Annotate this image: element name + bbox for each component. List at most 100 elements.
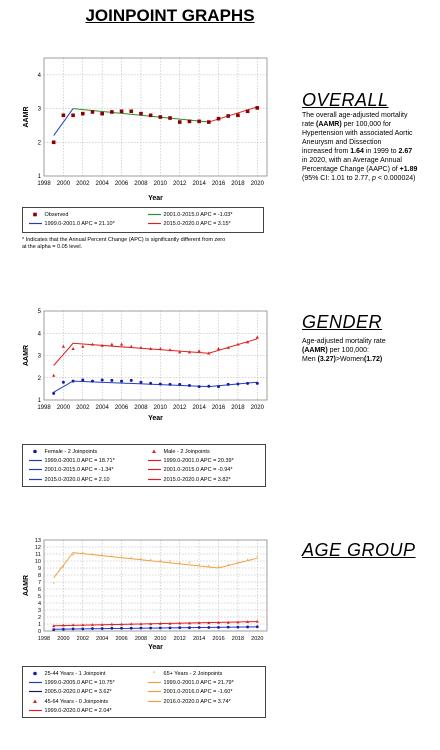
legend-label: 1999.0-2001.0 APC = 20.39* [162, 458, 234, 465]
legend-label: 1999.0-2001.0 APC = 21.79* [162, 680, 234, 687]
x-axis-label: Year [148, 195, 163, 202]
data-point [110, 342, 114, 346]
legend-label: 2015.0-2020.0 APC = 2.10 [43, 476, 110, 483]
legend-label: 65+ Years - 2 Joinpoints [162, 670, 223, 677]
legend-swatch [33, 671, 37, 676]
data-point: * [121, 554, 123, 560]
description-text: (95% CI: 1.01 to 2.77, [302, 175, 373, 182]
data-point [61, 380, 65, 384]
data-point [52, 624, 56, 628]
x-tick-label: 2008 [134, 405, 148, 411]
legend-label: 25-44 Years - 1 Joinpoint [43, 670, 106, 677]
data-point: * [62, 566, 64, 572]
x-tick-label: 2002 [76, 181, 90, 187]
overall-heading: OVERALL [302, 90, 389, 110]
data-point [110, 378, 114, 382]
data-point [110, 110, 114, 114]
x-tick-label: 2016 [212, 181, 226, 187]
data-point [90, 379, 94, 383]
description-line: (95% CI: 1.01 to 2.77, p < 0.000024) [302, 174, 437, 183]
data-point [81, 623, 85, 627]
description-text: in 1999 to [363, 148, 399, 155]
description-text: 2.67 [398, 148, 413, 155]
data-point [207, 351, 211, 355]
data-point [100, 627, 104, 630]
data-point: * [130, 557, 132, 563]
x-tick-label: 2020 [251, 181, 265, 187]
legend-swatch [29, 682, 42, 684]
x-tick-label: 2010 [154, 181, 168, 187]
legend-item: Female - 2 Joinpoints [29, 448, 97, 455]
data-point [217, 625, 220, 629]
description-text: (AAMR) [316, 121, 342, 128]
data-point [119, 342, 124, 346]
gender-description: Age-adjusted mortality rate (AAMR) per 10… [302, 337, 437, 364]
data-point [90, 110, 95, 114]
y-tick-label: 5 [38, 309, 42, 315]
data-point: * [208, 564, 210, 570]
data-point [129, 344, 133, 348]
data-point [178, 626, 182, 630]
data-point: * [72, 554, 74, 560]
legend-label: 2001.0-2015.0 APC = -1.34* [43, 467, 114, 474]
description-text: in 2020, with an Average Annual [302, 157, 402, 164]
data-point [158, 621, 162, 625]
data-point [187, 621, 191, 625]
x-tick-label: 2020 [251, 636, 263, 642]
x-tick-label: 2008 [135, 636, 147, 642]
data-point: * [227, 564, 229, 570]
data-point [168, 621, 172, 625]
data-point: * [101, 554, 103, 560]
significance-note: * Indicates that the Annual Percent Chan… [22, 237, 282, 251]
legend-item: 2001.0-2015.0 APC = -1.03* [148, 211, 232, 218]
data-point [129, 626, 133, 630]
legend-item: 2015.0-2020.0 APC = 3.82* [148, 476, 231, 483]
data-point: * [91, 553, 93, 559]
legend-swatch [148, 682, 161, 684]
data-point [81, 627, 85, 631]
gender-legend: Female - 2 Joinpoints Male - 2 Joinpoint… [22, 444, 266, 487]
fit-line [53, 380, 258, 393]
data-point [246, 620, 250, 624]
legend-item: 2015.0-2020.0 APC = 3.15* [148, 220, 231, 227]
data-point [71, 627, 75, 631]
y-tick-label: 1 [38, 622, 41, 628]
data-point [80, 111, 85, 116]
data-point [139, 345, 143, 349]
description-text: The overall age-adjusted mortality [302, 112, 408, 119]
fit-line [53, 108, 74, 136]
data-point: * [179, 562, 181, 568]
y-tick-label: 3 [38, 608, 41, 614]
legend-swatch [148, 469, 161, 471]
y-tick-label: 6 [38, 587, 41, 593]
description-line: in 2020, with an Average Annual [302, 156, 437, 165]
data-point [158, 347, 162, 351]
data-point [246, 381, 250, 385]
fit-line [53, 552, 258, 579]
legend-item: 2001.0-2015.0 APC = -1.34* [29, 466, 113, 473]
x-axis-label: Year [148, 644, 163, 651]
description-line: The overall age-adjusted mortality [302, 111, 437, 120]
x-tick-label: 2012 [173, 405, 187, 411]
data-point [236, 342, 240, 346]
legend-item: 2001.0-2015.0 APC = -0.94* [148, 466, 232, 473]
x-tick-label: 2008 [134, 181, 148, 187]
description-line: Aneurysm and Dissection [302, 138, 437, 147]
description-text: (1.72) [363, 356, 383, 363]
y-tick-label: 0 [38, 629, 41, 635]
data-point: * [256, 556, 258, 562]
data-point [71, 623, 75, 627]
data-point [188, 626, 191, 630]
description-text: (3.27) [317, 356, 336, 363]
x-tick-label: 2000 [57, 405, 71, 411]
x-tick-label: 2002 [77, 636, 89, 642]
data-point [110, 622, 114, 626]
data-point [90, 623, 95, 626]
legend-swatch [29, 223, 42, 225]
data-point [226, 625, 230, 629]
data-point: * [237, 561, 239, 567]
description-text: increased from [302, 148, 351, 155]
x-tick-label: 2000 [57, 181, 71, 187]
y-axis-label: AAMR [23, 345, 30, 366]
x-tick-label: 2000 [57, 636, 69, 642]
